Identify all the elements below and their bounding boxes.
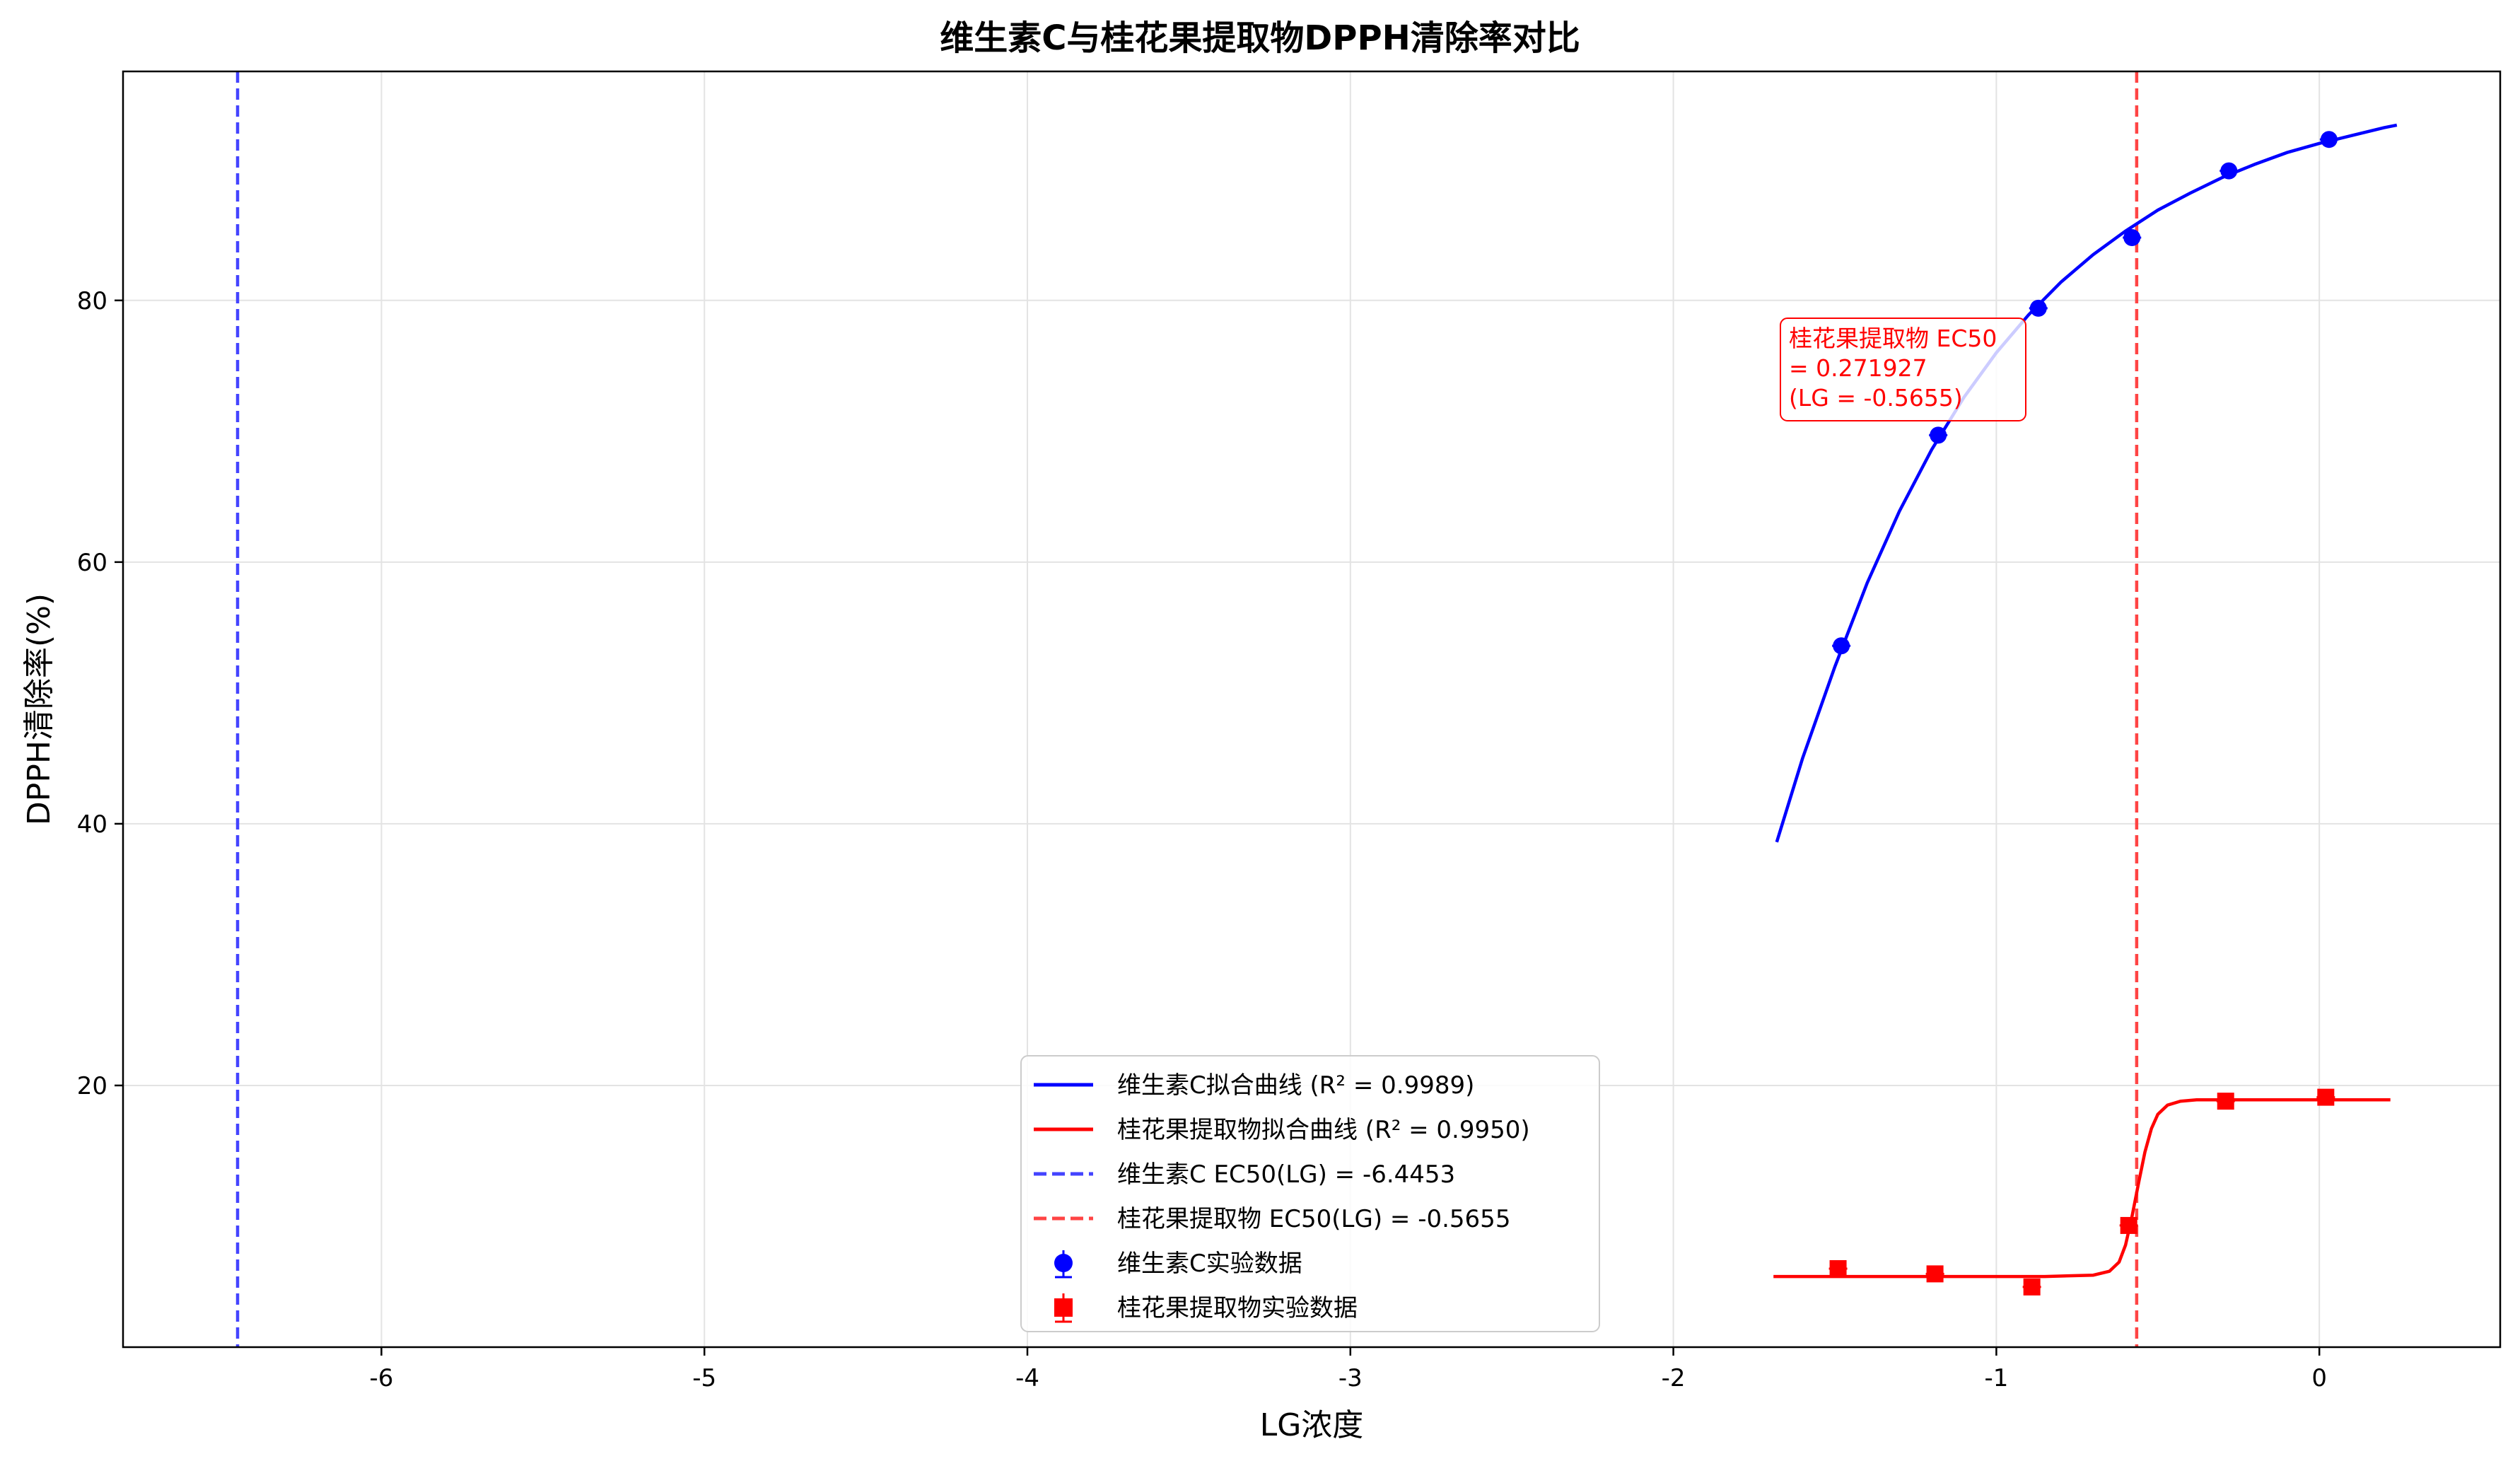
point-marker [1833, 637, 1850, 655]
point-marker [1930, 426, 1947, 444]
annotation-line-2: = 0.271927 [1789, 354, 1927, 382]
data-point [1929, 426, 1948, 444]
chart-title: 维生素C与桂花果提取物DPPH清除率对比 [940, 18, 1580, 58]
plot-frame [122, 70, 2502, 1349]
y-tick-label: 60 [77, 549, 107, 577]
legend-label-vitc-fit: 维生素C拟合曲线 (R² = 0.9989) [1117, 1071, 1474, 1100]
legend-box [1020, 1055, 1600, 1332]
y-tick-label: 80 [77, 287, 107, 315]
fit-curve-2 [1775, 123, 2398, 843]
y-axis-label: DPPH清除率(%) [21, 593, 57, 825]
y-tick-label: 40 [77, 810, 107, 839]
legend: 维生素C拟合曲线 (R² = 0.9989) 桂花果提取物拟合曲线 (R² = … [1020, 1055, 1600, 1332]
legend-label-vitc-data: 维生素C实验数据 [1117, 1250, 1302, 1278]
point-marker [2217, 1093, 2234, 1110]
annotation-box [1780, 318, 2026, 421]
point-marker [2120, 1216, 2137, 1234]
legend-label-vitc-ec50: 维生素C EC50(LG) = -6.4453 [1117, 1160, 1455, 1189]
annotation-line-3: (LG = -0.5655) [1789, 384, 1963, 412]
data-point [1832, 637, 1851, 655]
x-tick-label: -3 [1338, 1364, 1363, 1392]
point-marker [1926, 1265, 1944, 1283]
x-tick-label: -6 [369, 1364, 393, 1392]
data-point [2316, 1088, 2335, 1106]
data-point [1828, 1259, 1848, 1277]
data-point [2216, 1093, 2235, 1110]
x-tick-label: 0 [2311, 1364, 2327, 1392]
annotation-line-1: 桂花果提取物 EC50 [1789, 325, 1997, 352]
legend-swatch-vitc-data [1054, 1250, 1073, 1279]
point-marker [2023, 1278, 2041, 1296]
legend-label-osm-fit: 桂花果提取物拟合曲线 (R² = 0.9950) [1117, 1116, 1530, 1144]
legend-swatch-osm-data [1054, 1293, 1073, 1323]
x-tick-label: -4 [1015, 1364, 1039, 1392]
data-point [2022, 1278, 2041, 1296]
data-point [2219, 162, 2239, 180]
axis-ticks: -6 -5 -4 -3 -2 -1 0 20 40 60 80 [77, 287, 2327, 1392]
legend-label-osm-ec50: 桂花果提取物 EC50(LG) = -0.5655 [1117, 1205, 1510, 1233]
point-marker [2220, 162, 2238, 180]
data-point [2123, 228, 2142, 246]
point-marker [1829, 1259, 1847, 1277]
plot-content [235, 71, 2398, 1347]
point-marker [2123, 228, 2141, 246]
data-point [2119, 1216, 2138, 1234]
data-point [2029, 299, 2048, 317]
y-tick-label: 20 [77, 1072, 107, 1100]
grid [123, 71, 2500, 1347]
legend-label-osm-data: 桂花果提取物实验数据 [1117, 1294, 1358, 1322]
point-marker [2029, 299, 2047, 317]
point-marker [2317, 1088, 2335, 1106]
data-point [2319, 131, 2338, 149]
ec50-annotation: 桂花果提取物 EC50 = 0.271927 (LG = -0.5655) [1780, 318, 2026, 421]
x-tick-label: -2 [1662, 1364, 1686, 1392]
data-point [1925, 1265, 1944, 1283]
x-axis-label: LG浓度 [1260, 1407, 1364, 1443]
x-tick-label: -1 [1984, 1364, 2008, 1392]
point-marker [2320, 131, 2338, 149]
x-tick-label: -5 [692, 1364, 716, 1392]
fit-curve-3 [1773, 1098, 2391, 1279]
